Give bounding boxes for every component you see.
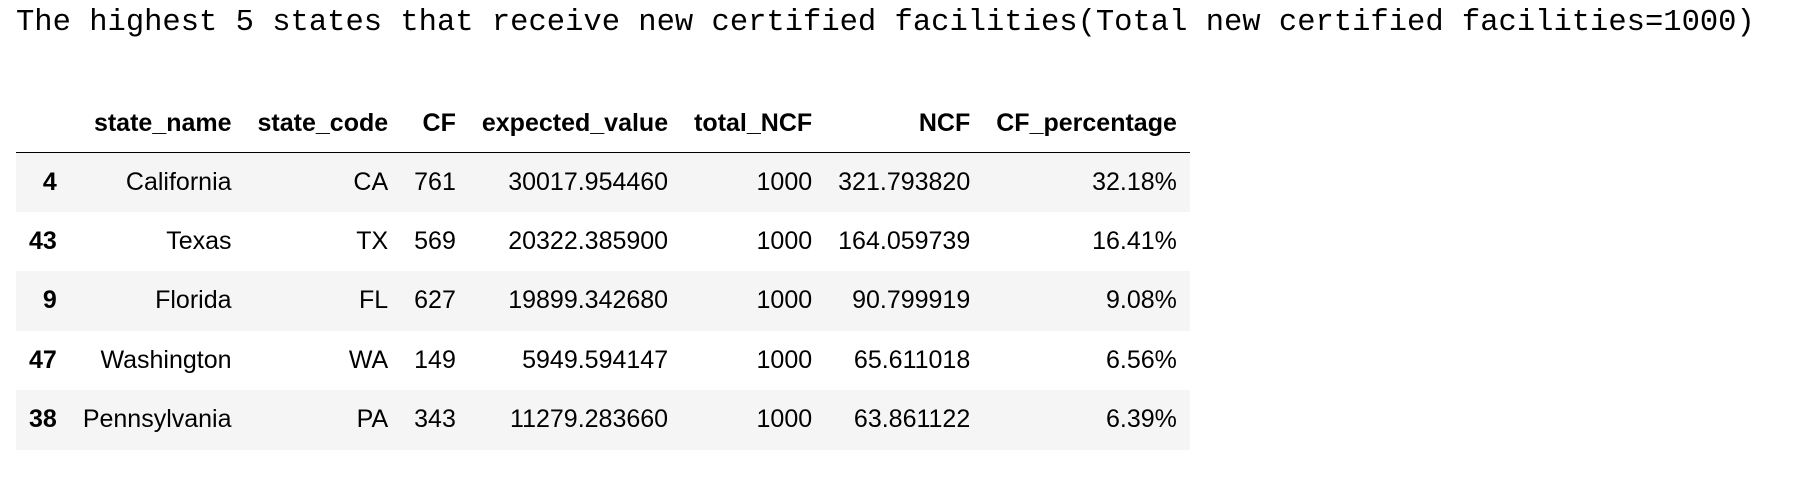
cell-cf-percentage: 9.08% [1105,286,1177,315]
column-header-ncf: NCF [825,96,984,153]
cell-total-ncf: 1000 [756,286,813,315]
cell-total-ncf: 1000 [756,226,813,255]
cell-expected-value: 30017.954460 [508,167,669,196]
dataframe-table: state_name state_code CF expected_value … [16,96,1190,450]
cell-state-name: Texas [166,226,232,255]
cell-state-code: TX [356,226,389,255]
column-header-expected-value: expected_value [468,96,682,153]
cell-state-name: Pennsylvania [82,405,232,434]
cell-expected-value: 5949.594147 [522,345,669,374]
cell-cf-percentage: 32.18% [1092,167,1177,196]
column-header-state-name: state_name [69,96,245,153]
cell-state-code: FL [358,286,389,315]
cell-ncf: 321.793820 [838,167,971,196]
cell-total-ncf: 1000 [756,345,813,374]
column-header-index [16,96,70,153]
cell-total-ncf: 1000 [756,167,813,196]
cell-state-code: WA [348,345,389,374]
column-header-total-ncf: total_NCF [681,96,826,153]
cell-state-name: Florida [155,286,232,315]
row-index: 47 [29,345,57,374]
cell-state-name: California [125,167,232,196]
column-header-state-code: state_code [244,96,402,153]
table-row: 47 Washington WA 149 5949.594147 1000 65… [16,331,1190,391]
row-index: 43 [29,226,57,255]
cell-cf-percentage: 16.41% [1092,226,1177,255]
cell-state-code: CA [353,167,389,196]
cell-total-ncf: 1000 [756,405,813,434]
cell-ncf: 164.059739 [838,226,971,255]
cell-state-name: Washington [100,345,232,374]
table-row: 38 Pennsylvania PA 343 11279.283660 1000… [16,390,1190,450]
cell-cf: 627 [414,286,456,315]
cell-ncf: 90.799919 [852,286,971,315]
row-index: 4 [42,167,57,196]
cell-cf-percentage: 6.56% [1105,345,1177,374]
table-row: 4 California CA 761 30017.954460 1000 32… [16,152,1190,212]
cell-cf: 343 [414,405,456,434]
cell-expected-value: 20322.385900 [508,226,669,255]
cell-ncf: 63.861122 [853,405,971,434]
row-index: 9 [42,286,57,315]
column-header-cf-percentage: CF_percentage [983,96,1190,153]
cell-expected-value: 11279.283660 [510,405,669,434]
cell-state-code: PA [356,405,389,434]
table-row: 9 Florida FL 627 19899.342680 1000 90.79… [16,271,1190,331]
table-row: 43 Texas TX 569 20322.385900 1000 164.05… [16,212,1190,272]
cell-cf: 569 [414,226,456,255]
cell-cf: 149 [414,345,456,374]
table-header-row: state_name state_code CF expected_value … [16,96,1190,153]
row-index: 38 [29,405,57,434]
column-header-cf: CF [401,96,469,153]
cell-cf-percentage: 6.39% [1105,405,1177,434]
output-caption: The highest 5 states that receive new ce… [16,6,1755,40]
cell-cf: 761 [414,167,456,196]
cell-expected-value: 19899.342680 [508,286,669,315]
cell-ncf: 65.611018 [853,345,971,374]
